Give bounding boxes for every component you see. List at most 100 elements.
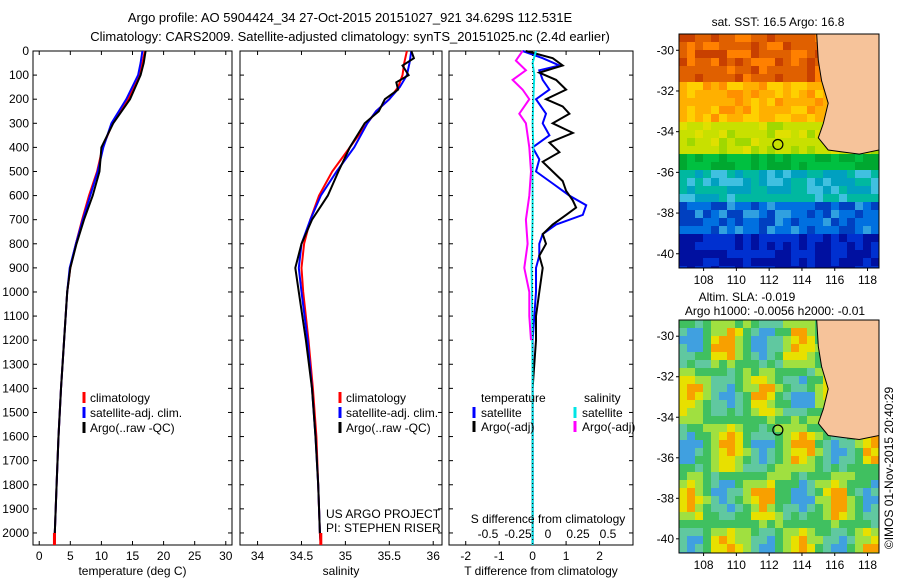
map-cell xyxy=(871,544,879,552)
map-x-tick-label: 114 xyxy=(792,273,811,287)
map-cell xyxy=(823,266,831,268)
map-cell xyxy=(759,424,767,432)
map-cell xyxy=(695,138,703,146)
map-cell xyxy=(751,344,759,352)
map-cell xyxy=(815,536,823,544)
legend-label: climatology xyxy=(90,391,150,405)
map-cell xyxy=(807,528,815,536)
map-cell xyxy=(719,170,727,178)
map-cell xyxy=(839,488,847,496)
map-cell xyxy=(775,122,783,130)
map-cell xyxy=(847,536,855,544)
map-cell xyxy=(687,400,695,408)
map-cell xyxy=(799,106,807,114)
map-cell xyxy=(719,90,727,98)
x-tick-label: 0 xyxy=(529,549,536,563)
map-cell xyxy=(783,82,791,90)
map-cell xyxy=(743,368,751,376)
map-cell xyxy=(727,424,735,432)
map-cell xyxy=(751,114,759,122)
map-cell xyxy=(863,528,871,536)
map-cell xyxy=(687,456,695,464)
map-cell xyxy=(855,472,863,480)
map-cell xyxy=(799,496,807,504)
map-cell xyxy=(871,250,879,258)
map-cell xyxy=(807,368,815,376)
map-cell xyxy=(735,74,743,82)
map-cell xyxy=(855,464,863,472)
map-cell xyxy=(783,536,791,544)
map-cell xyxy=(823,480,831,488)
map-cell xyxy=(751,58,759,66)
map-cell xyxy=(703,536,711,544)
map-cell xyxy=(775,448,783,456)
map-cell xyxy=(743,320,751,328)
map-cell xyxy=(799,536,807,544)
map-cell xyxy=(831,440,839,448)
map-cell xyxy=(783,352,791,360)
map-cell xyxy=(863,504,871,512)
map-cell xyxy=(871,258,879,266)
map-cell xyxy=(695,242,703,250)
map-cell xyxy=(799,34,807,42)
map-cell xyxy=(695,122,703,130)
x-tick-label: 10 xyxy=(95,549,109,563)
map-cell xyxy=(815,424,823,432)
s-tick-label: 0 xyxy=(545,527,552,541)
map-cell xyxy=(855,520,863,528)
map-cell xyxy=(687,210,695,218)
map-cell xyxy=(711,432,719,440)
map-cell xyxy=(711,66,719,74)
map-cell xyxy=(767,352,775,360)
map-cell xyxy=(767,186,775,194)
map-cell xyxy=(735,536,743,544)
map-cell xyxy=(807,122,815,130)
map-cell xyxy=(687,472,695,480)
map-cell xyxy=(847,496,855,504)
map-cell xyxy=(855,202,863,210)
map-cell xyxy=(823,384,831,392)
map-cell xyxy=(751,320,759,328)
map-cell xyxy=(695,416,703,424)
map-cell xyxy=(759,408,767,416)
map-cell xyxy=(703,82,711,90)
map-cell xyxy=(695,344,703,352)
map-cell xyxy=(807,536,815,544)
map-cell xyxy=(719,344,727,352)
map-cell xyxy=(799,146,807,154)
map-cell xyxy=(743,360,751,368)
map-cell xyxy=(727,352,735,360)
map-cell xyxy=(767,98,775,106)
map-cell xyxy=(799,202,807,210)
map-cell xyxy=(703,504,711,512)
argo-position-marker xyxy=(772,138,784,151)
map-cell xyxy=(863,464,871,472)
map-cell xyxy=(735,130,743,138)
y-tick-label: 1000 xyxy=(2,285,29,299)
map-cell xyxy=(783,320,791,328)
map-cell xyxy=(823,250,831,258)
map-cell xyxy=(743,178,751,186)
map-cell xyxy=(679,162,687,170)
map-cell xyxy=(687,154,695,162)
map-cell xyxy=(839,202,847,210)
map-cell xyxy=(759,50,767,58)
map-cell xyxy=(783,98,791,106)
map-cell xyxy=(703,146,711,154)
legend-label: Argo(..raw -QC) xyxy=(346,421,431,435)
map-cell xyxy=(711,352,719,360)
map-cell xyxy=(759,42,767,50)
map-cell xyxy=(711,392,719,400)
map-cell xyxy=(735,202,743,210)
map-cell xyxy=(791,82,799,90)
map-cell xyxy=(815,376,823,384)
map-cell xyxy=(751,360,759,368)
map-cell xyxy=(767,400,775,408)
y-tick-label: 100 xyxy=(9,68,29,82)
map-cell xyxy=(855,210,863,218)
map-cell xyxy=(839,504,847,512)
map-cell xyxy=(815,480,823,488)
map-cell xyxy=(743,472,751,480)
x-tick-label: 36 xyxy=(427,549,441,563)
map-cell xyxy=(775,440,783,448)
